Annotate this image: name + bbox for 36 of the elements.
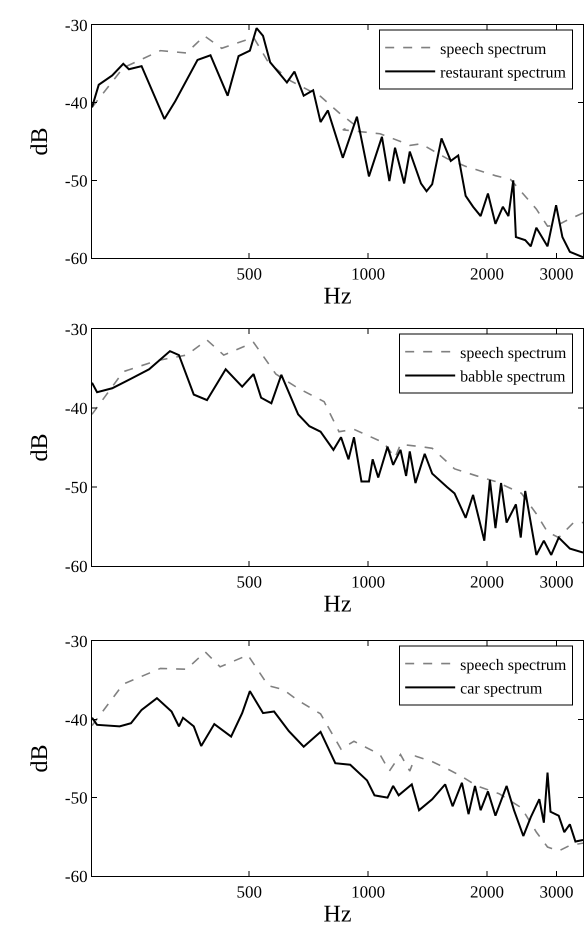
x-tick-label: 500	[236, 264, 262, 284]
y-tick-label: -50	[64, 478, 88, 497]
x-tick-label: 3000	[540, 572, 574, 592]
y-tick-label: -60	[64, 248, 88, 268]
legend-label: speech spectrum	[460, 656, 567, 674]
y-tick-label: -40	[64, 710, 88, 730]
y-tick-label: -60	[64, 556, 88, 576]
y-tick-label: -40	[64, 398, 88, 418]
x-axis-title: Hz	[324, 284, 352, 310]
x-tick-label: 500	[236, 572, 262, 592]
x-tick-label: 2000	[470, 264, 504, 284]
legend-label: restaurant spectrum	[440, 64, 566, 82]
legend-label: babble spectrum	[460, 368, 566, 386]
legend-label: speech spectrum	[460, 344, 567, 362]
x-tick-label: 3000	[540, 264, 574, 284]
x-axis-title: Hz	[324, 592, 352, 618]
x-tick-label: 500	[236, 882, 262, 902]
y-tick-label: -30	[64, 632, 88, 651]
x-tick-label: 1000	[351, 572, 386, 592]
y-tick-label: -50	[64, 171, 88, 190]
legend-label: car spectrum	[460, 680, 543, 698]
x-axis-title: Hz	[324, 902, 352, 928]
y-tick-label: -30	[64, 320, 88, 339]
y-tick-label: -30	[64, 16, 88, 35]
y-axis-title: dB	[27, 744, 54, 773]
x-tick-label: 1000	[351, 264, 386, 284]
x-tick-label: 2000	[470, 882, 504, 902]
y-tick-label: -50	[64, 788, 88, 808]
x-tick-label: 2000	[470, 572, 504, 592]
y-axis-title: dB	[27, 433, 54, 462]
x-tick-label: 3000	[540, 882, 574, 902]
y-tick-label: -40	[64, 94, 88, 113]
y-axis-title: dB	[27, 127, 54, 156]
legend-label: speech spectrum	[440, 40, 547, 58]
y-tick-label: -60	[64, 866, 88, 886]
x-tick-label: 1000	[351, 882, 386, 902]
